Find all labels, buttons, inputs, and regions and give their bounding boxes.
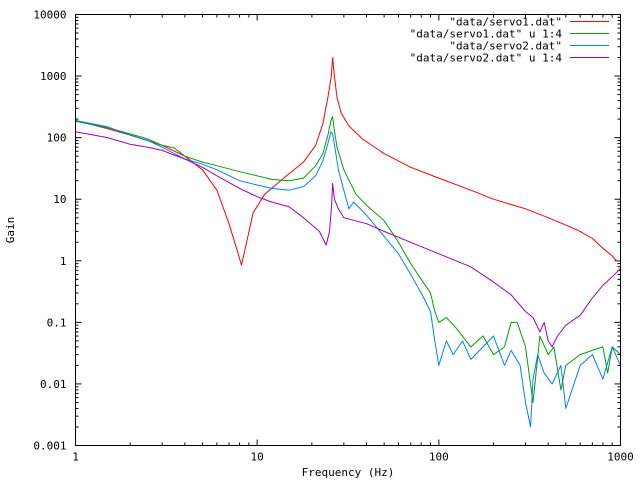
legend: "data/servo1.dat""data/servo1.dat" u 1:4…	[410, 16, 609, 65]
series-line-2	[75, 116, 621, 403]
y-tick-label: 0.1	[47, 316, 67, 329]
series-lines	[75, 57, 621, 428]
y-tick-label: 1	[60, 255, 67, 268]
y-axis-label: Gain	[4, 217, 17, 244]
y-tick-label: 100	[47, 132, 67, 145]
legend-label: "data/servo2.dat"	[449, 40, 562, 53]
tick-labels: 1 10 100 1000 0.001 0.01 0.1 1 10 100 1000 10000	[33, 9, 633, 464]
series-line-3	[75, 120, 621, 428]
legend-label: "data/servo1.dat" u 1:4	[410, 28, 563, 41]
x-tick-label: 10	[251, 451, 264, 464]
y-tick-label: 10000	[33, 9, 66, 22]
x-tick-label: 1	[72, 451, 79, 464]
legend-label: "data/servo1.dat"	[449, 16, 562, 29]
plot-frame	[75, 14, 621, 446]
axis-ticks	[75, 14, 621, 446]
y-tick-label: 0.01	[40, 378, 67, 391]
y-tick-label: 1000	[40, 70, 67, 83]
x-tick-label: 1000	[607, 451, 634, 464]
x-tick-label: 100	[429, 451, 449, 464]
series-line-4	[75, 131, 621, 348]
y-tick-label: 10	[53, 193, 66, 206]
series-line-1	[75, 57, 621, 266]
legend-label: "data/servo2.dat" u 1:4	[410, 52, 563, 65]
y-tick-label: 0.001	[33, 440, 66, 453]
x-axis-label: Frequency (Hz)	[302, 466, 395, 479]
